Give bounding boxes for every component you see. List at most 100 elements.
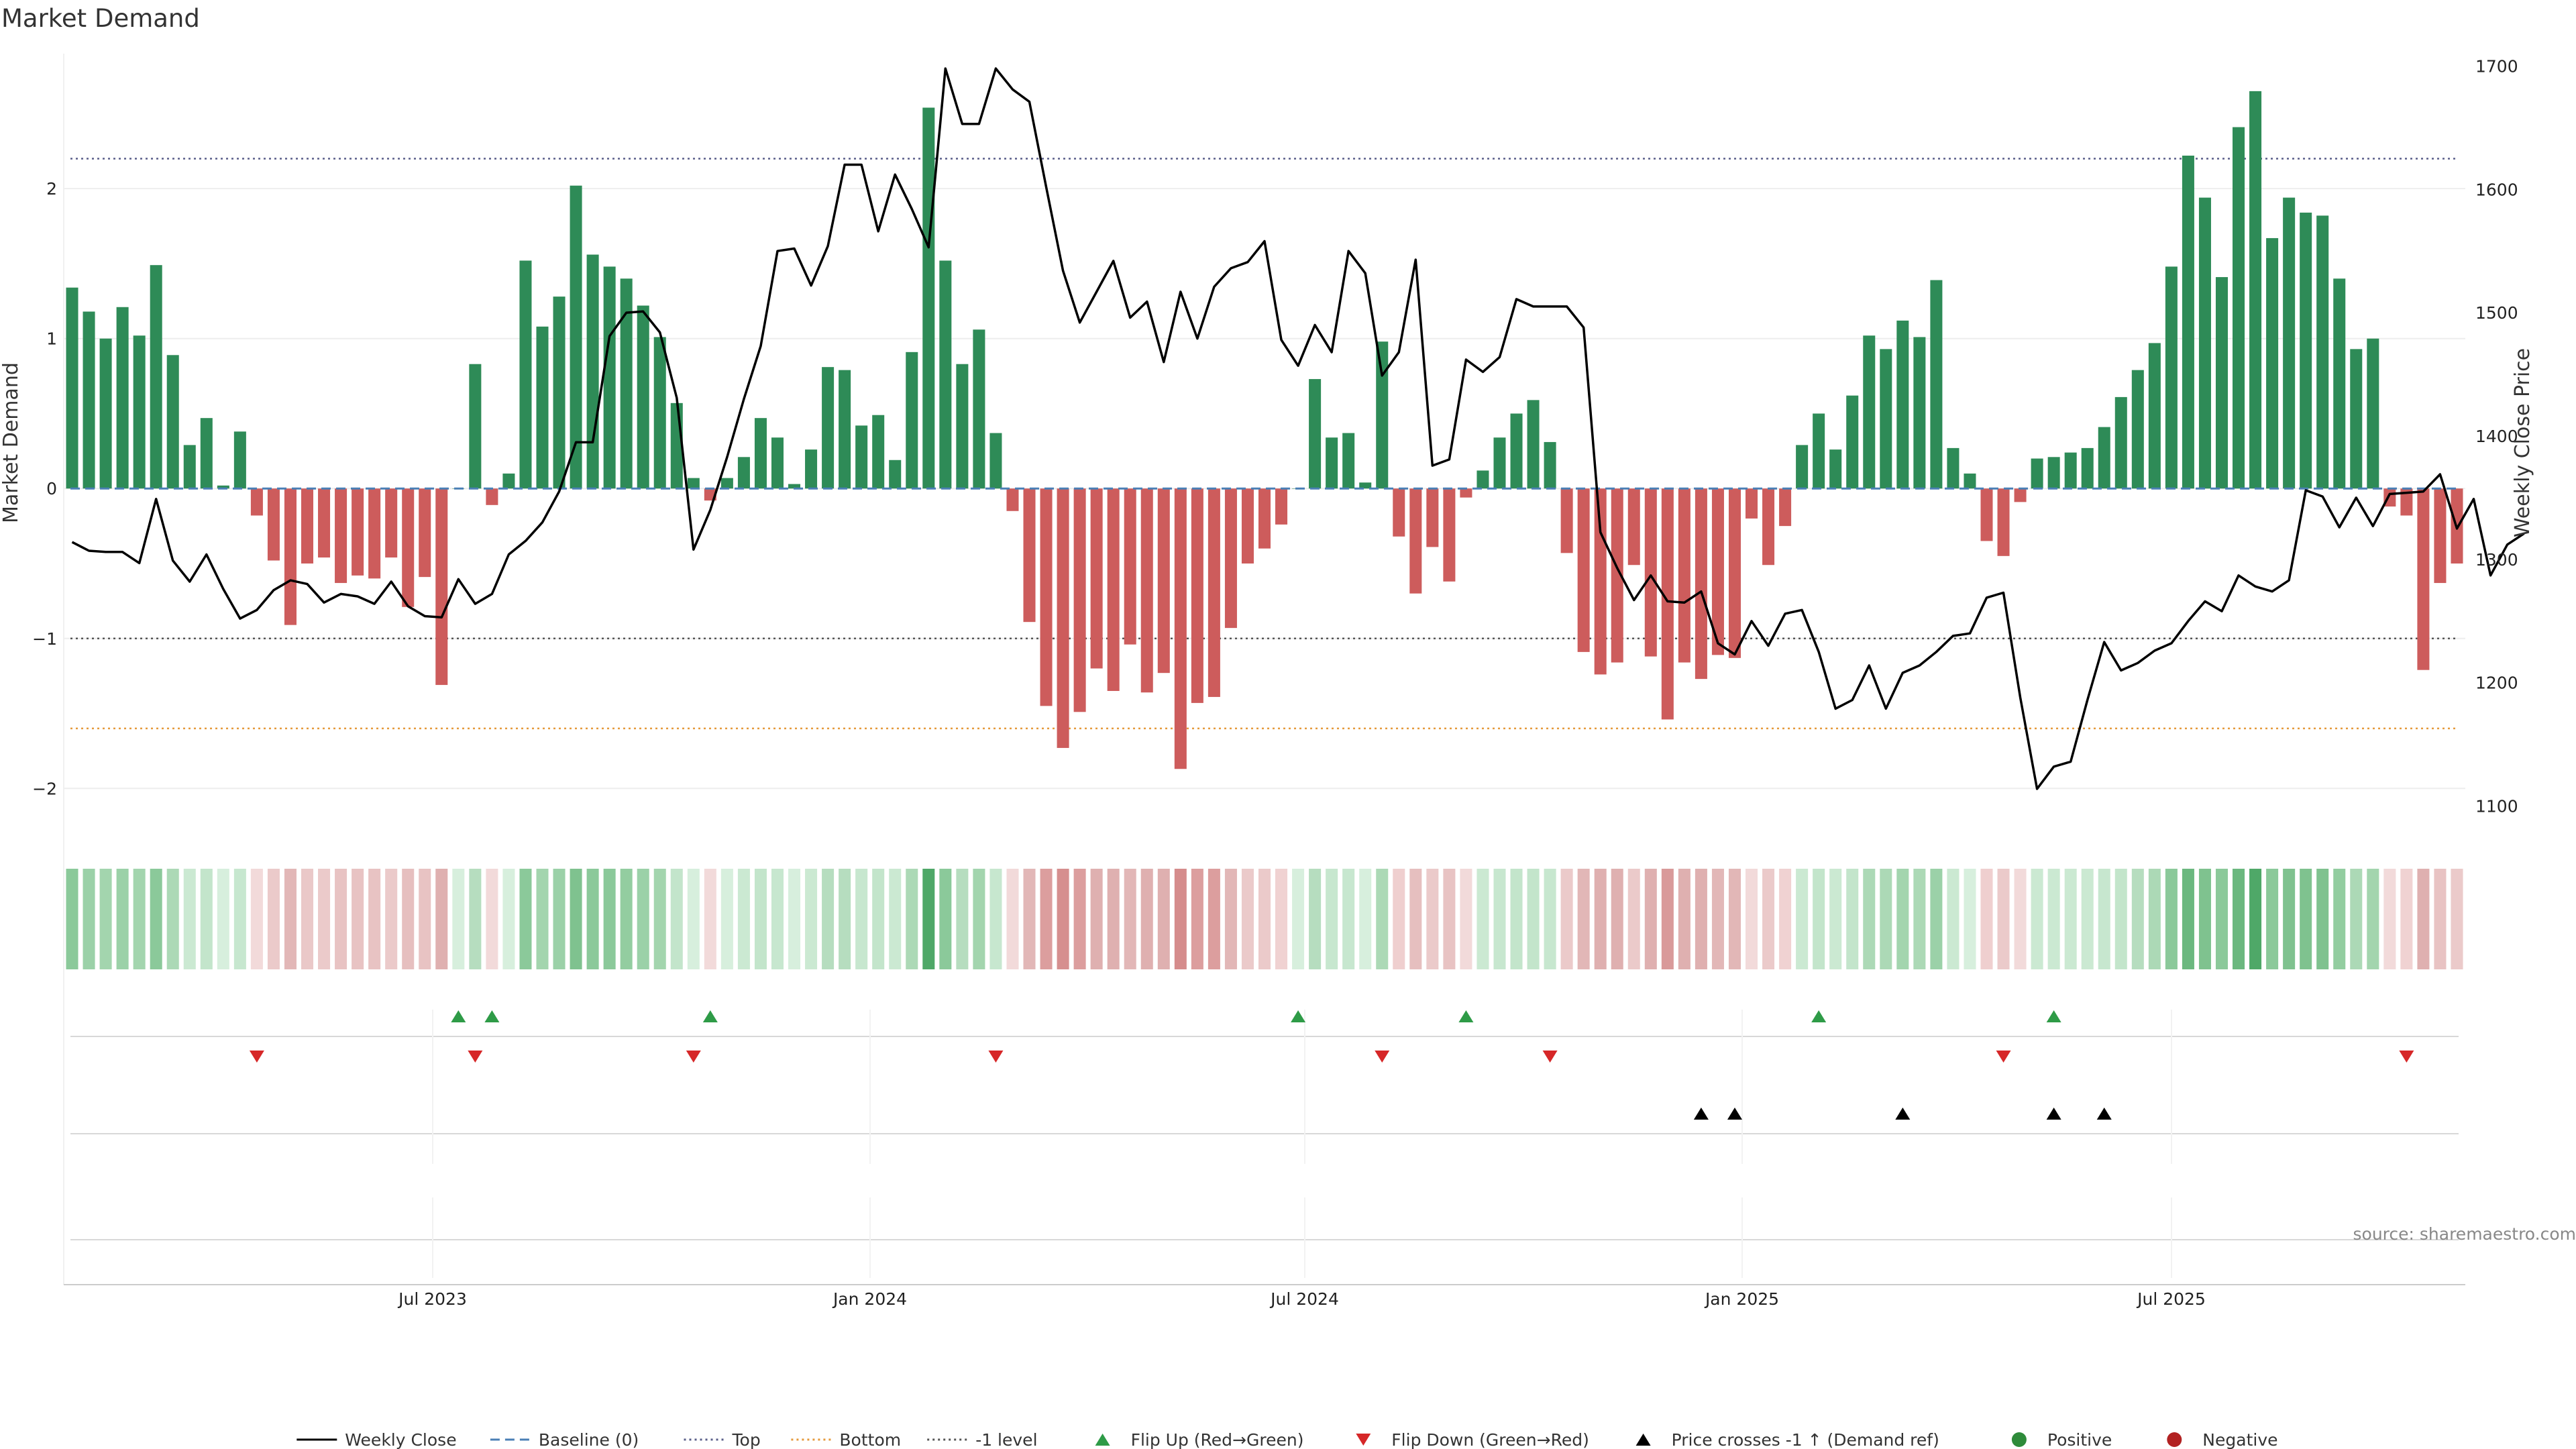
bar-positive [771, 437, 784, 489]
strip-cell [737, 869, 750, 969]
bar-negative [1711, 488, 1724, 655]
strip-cell [200, 869, 213, 969]
y2-tick-label: 1300 [2475, 550, 2518, 570]
strip-cell [419, 869, 431, 969]
strip-cell [385, 869, 398, 969]
strip-cell [754, 869, 767, 969]
bar-positive [2283, 197, 2296, 489]
legend-label: Positive [2047, 1430, 2112, 1449]
strip-cell [1224, 869, 1237, 969]
strip-cell [2417, 869, 2430, 969]
bar-negative [2434, 488, 2447, 584]
grid-lines [63, 54, 2465, 1285]
flip-up-marker [2046, 1010, 2061, 1022]
strip-cell [2316, 869, 2329, 969]
price-cross-marker [1693, 1108, 1709, 1120]
bar-negative [1460, 488, 1472, 498]
bar-positive [1896, 320, 1909, 489]
reference-lines [70, 158, 2459, 730]
strip-cell [166, 869, 179, 969]
bar-negative [1224, 488, 1237, 629]
left-axis-ticks: −2 −1 0 1 2 [32, 179, 57, 798]
strip-cell [2451, 869, 2463, 969]
strip-cell [83, 869, 95, 969]
flip-down-marker [1542, 1051, 1558, 1063]
bar-positive [1880, 349, 1892, 489]
strip-cell [2064, 869, 2077, 969]
bar-positive [519, 260, 532, 489]
bar-positive [217, 485, 229, 489]
strip-cell [1326, 869, 1338, 969]
flip-down-marker [1996, 1051, 2011, 1063]
flip-down-marker [468, 1051, 483, 1063]
strip-cell [2131, 869, 2144, 969]
bar-positive [116, 307, 129, 489]
bar-positive [754, 418, 767, 489]
bar-positive [502, 473, 515, 489]
strip-cell [1997, 869, 2010, 969]
bar-negative [1006, 488, 1019, 511]
strip-cell [2031, 869, 2043, 969]
strip-cell [586, 869, 599, 969]
y2-tick-label: 1200 [2475, 674, 2518, 693]
strip-cell [637, 869, 649, 969]
bar-negative [1124, 488, 1136, 645]
bar-positive [973, 329, 985, 489]
y2-axis-label: Weekly Close Price [2511, 348, 2534, 537]
strip-cell [2081, 869, 2094, 969]
bar-negative [1393, 488, 1405, 537]
bar-positive [1930, 280, 1943, 489]
legend-label: Negative [2202, 1430, 2277, 1449]
strip-cell [1728, 869, 1741, 969]
price-cross-marker [1895, 1108, 1911, 1120]
strip-cell [670, 869, 683, 969]
demand-bars [66, 91, 2463, 769]
legend-symbol [2011, 1432, 2027, 1447]
strip-cell [335, 869, 347, 969]
bar-positive [200, 418, 213, 489]
strip-cell [1695, 869, 1707, 969]
bar-positive [956, 364, 969, 489]
strip-cell [906, 869, 918, 969]
strip-cell [1661, 869, 1674, 969]
bar-positive [2031, 458, 2043, 489]
strip-cell [1527, 869, 1540, 969]
bar-positive [469, 364, 482, 489]
strip-cell [1057, 869, 1069, 969]
strip-cell [839, 869, 851, 969]
y-tick-label: 0 [46, 479, 57, 498]
strip-cell [2333, 869, 2346, 969]
source-note: source: sharemaestro.com [2353, 1224, 2576, 1244]
bar-negative [1980, 488, 1993, 541]
strip-cell [1594, 869, 1607, 969]
bar-positive [1309, 379, 1322, 489]
strip-cell [2182, 869, 2194, 969]
bar-negative [2417, 488, 2430, 670]
strip-cell [1090, 869, 1103, 969]
strip-cell [2098, 869, 2110, 969]
bar-positive [166, 355, 179, 489]
bar-negative [1107, 488, 1120, 691]
strip-cell [2047, 869, 2060, 969]
bar-negative [402, 488, 415, 607]
strip-cell [1208, 869, 1220, 969]
strip-cell [2233, 869, 2245, 969]
flip-down-marker [2399, 1051, 2414, 1063]
bar-positive [1964, 473, 1976, 489]
strip-cell [1124, 869, 1136, 969]
strip-cell [2367, 869, 2379, 969]
strip-cell [2283, 869, 2296, 969]
strip-cell [956, 869, 969, 969]
strip-cell [183, 869, 196, 969]
bar-negative [1678, 488, 1690, 663]
bar-positive [737, 457, 750, 489]
strip-cell [284, 869, 297, 969]
legend-label: Bottom [839, 1430, 901, 1449]
strip-cell [1443, 869, 1456, 969]
bar-negative [1157, 488, 1170, 674]
legend-label: Flip Down (Green→Red) [1391, 1430, 1589, 1449]
strip-cell [1964, 869, 1976, 969]
bar-negative [1040, 488, 1053, 706]
strip-cell [1409, 869, 1422, 969]
legend-label: Weekly Close [345, 1430, 456, 1449]
